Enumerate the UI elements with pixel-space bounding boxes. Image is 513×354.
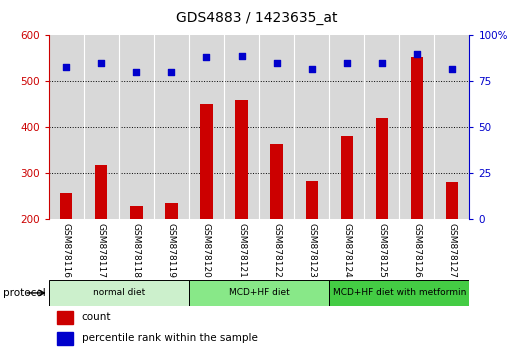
Text: GDS4883 / 1423635_at: GDS4883 / 1423635_at [176, 11, 337, 25]
Point [132, 69, 141, 75]
Text: GSM878123: GSM878123 [307, 223, 316, 278]
Point [167, 69, 175, 75]
Text: percentile rank within the sample: percentile rank within the sample [82, 333, 258, 343]
Bar [201, 104, 212, 219]
Text: GSM878121: GSM878121 [237, 223, 246, 278]
Text: count: count [82, 312, 111, 322]
Point [448, 66, 456, 72]
Text: GSM878120: GSM878120 [202, 223, 211, 278]
Bar [235, 100, 248, 219]
Text: GSM878116: GSM878116 [62, 223, 71, 278]
Bar [446, 182, 458, 219]
Bar [329, 280, 469, 306]
Point [307, 66, 315, 72]
Text: GSM878119: GSM878119 [167, 223, 176, 278]
Point [378, 60, 386, 66]
Text: GSM878124: GSM878124 [342, 223, 351, 278]
Text: GSM878125: GSM878125 [377, 223, 386, 278]
Bar [411, 57, 423, 219]
Text: MCD+HF diet with metformin: MCD+HF diet with metformin [332, 289, 466, 297]
Point [97, 60, 105, 66]
Text: normal diet: normal diet [93, 289, 145, 297]
Text: GSM878118: GSM878118 [132, 223, 141, 278]
Bar [341, 136, 353, 219]
Bar [270, 143, 283, 219]
Bar [165, 203, 177, 219]
Bar [57, 332, 73, 345]
Bar [60, 193, 72, 219]
Text: MCD+HF diet: MCD+HF diet [229, 289, 289, 297]
Bar [306, 181, 318, 219]
Point [202, 55, 210, 60]
Text: protocol: protocol [3, 288, 45, 298]
Bar [95, 165, 107, 219]
Text: GSM878126: GSM878126 [412, 223, 421, 278]
Point [272, 60, 281, 66]
Text: GSM878117: GSM878117 [97, 223, 106, 278]
Point [343, 60, 351, 66]
Text: GSM878122: GSM878122 [272, 223, 281, 278]
Point [412, 51, 421, 57]
Bar [376, 118, 388, 219]
Text: GSM878127: GSM878127 [447, 223, 457, 278]
Bar [189, 280, 329, 306]
Bar [57, 311, 73, 324]
Point [238, 53, 246, 58]
Point [62, 64, 70, 69]
Bar [130, 206, 143, 219]
Bar [49, 280, 189, 306]
